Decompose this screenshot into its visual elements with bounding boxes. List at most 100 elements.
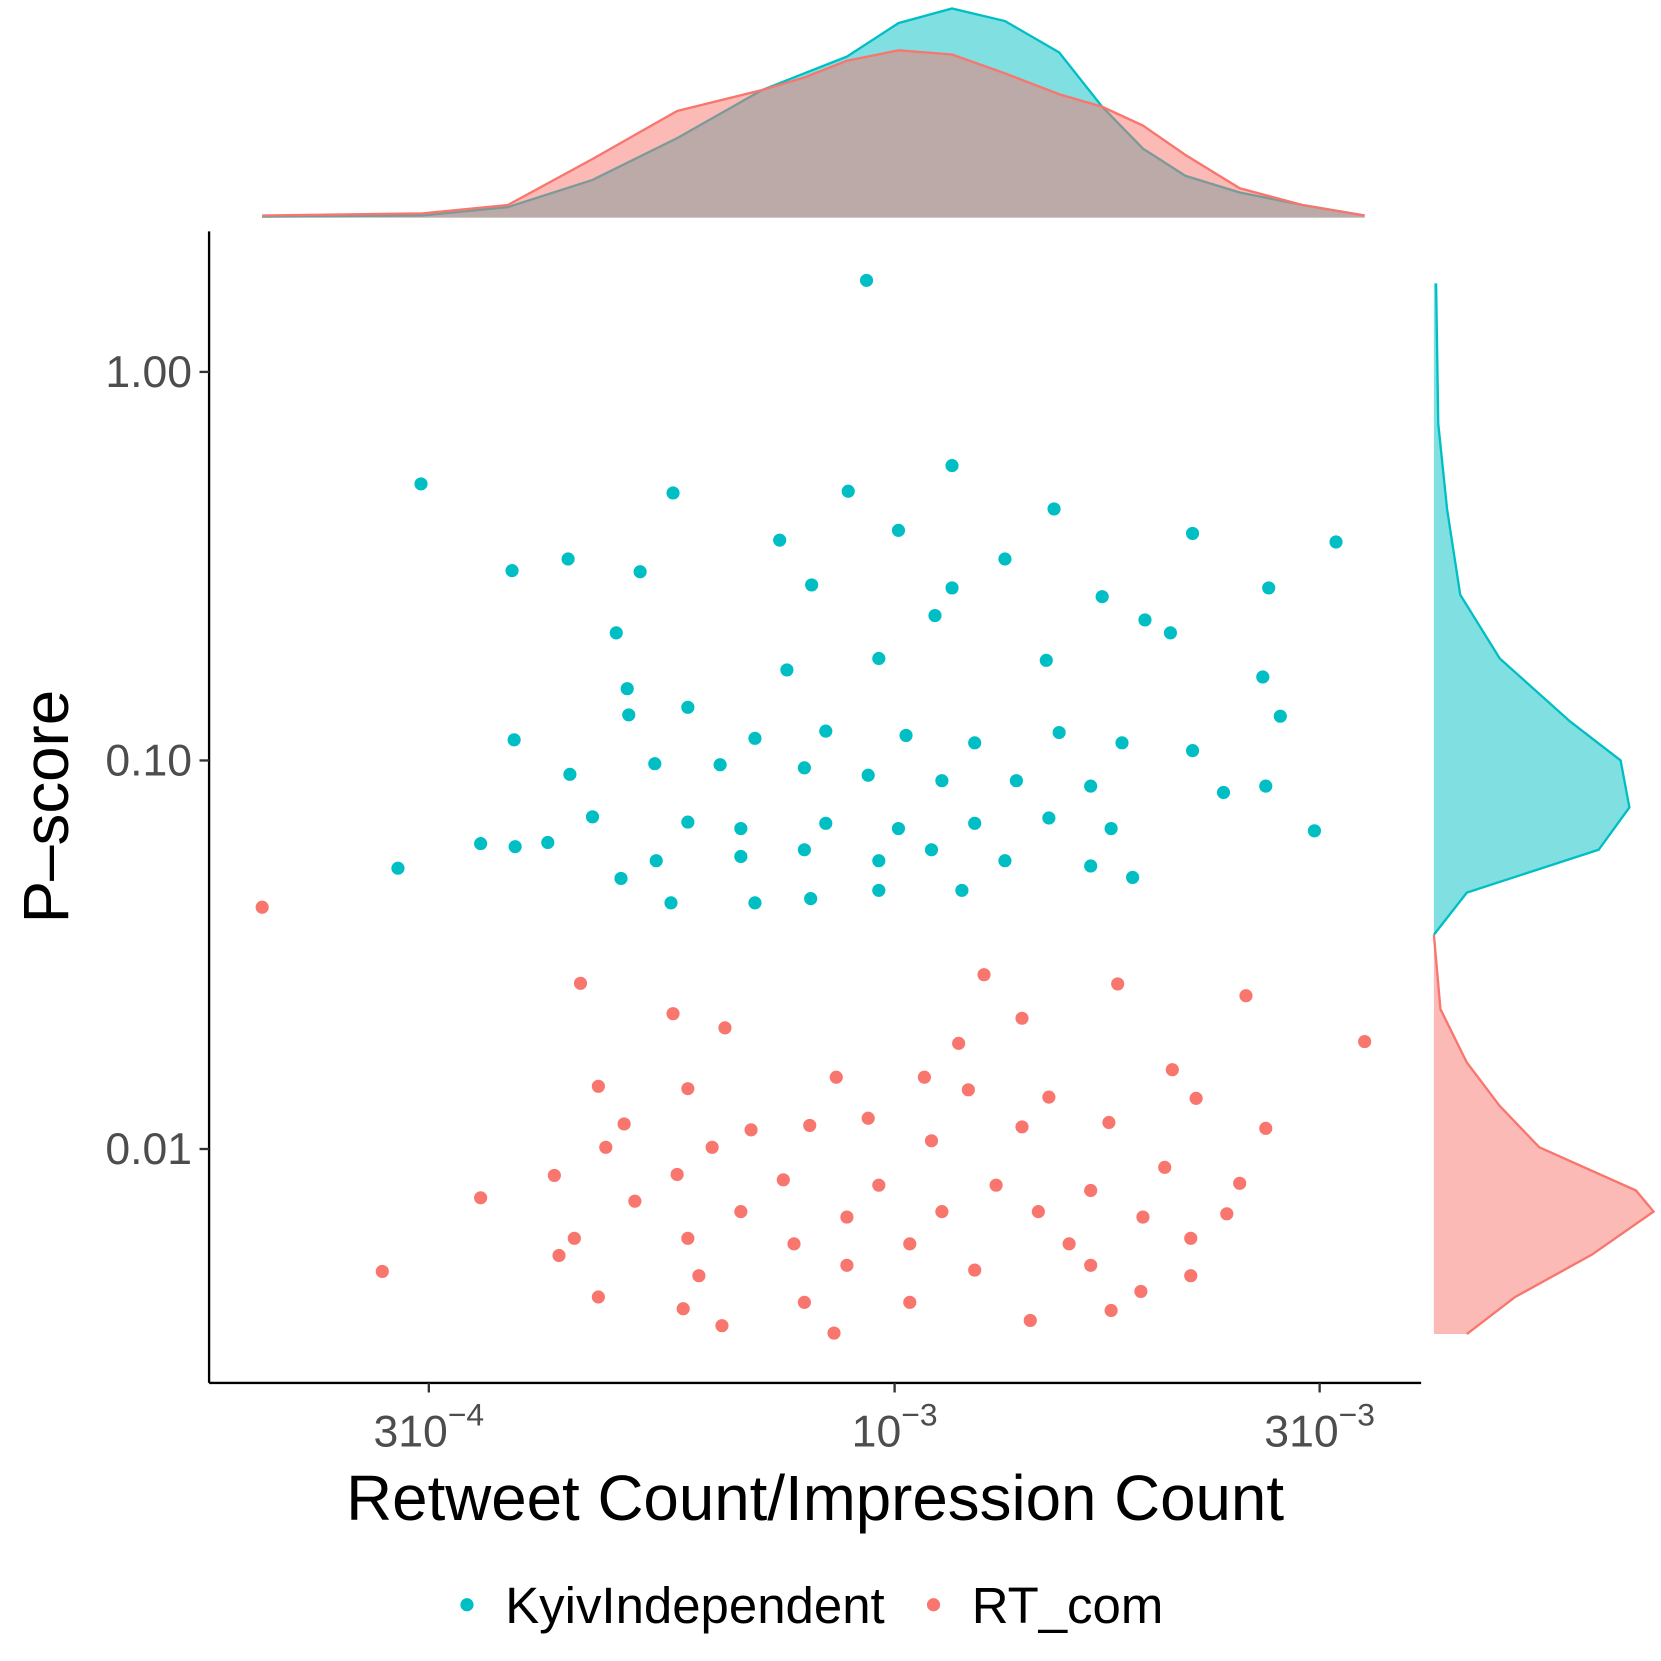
point: [829, 1070, 843, 1084]
point: [591, 1290, 605, 1304]
density-line: [1432, 934, 1656, 1335]
point: [1233, 1176, 1247, 1190]
point: [620, 682, 634, 696]
point: [474, 1191, 488, 1205]
point: [718, 1021, 732, 1035]
point: [375, 1264, 389, 1279]
point: [1184, 1269, 1198, 1283]
point: [1329, 535, 1343, 549]
point: [872, 651, 886, 666]
point: [1239, 989, 1253, 1003]
x-tick-label: 310−4: [373, 1396, 484, 1456]
point: [414, 477, 428, 491]
point: [748, 731, 762, 745]
point: [899, 728, 913, 742]
legend-marker: [926, 1598, 941, 1612]
point: [505, 564, 519, 578]
point: [591, 1079, 605, 1093]
y-tick-label: 0.10: [105, 736, 192, 785]
point: [805, 578, 819, 592]
point: [1015, 1011, 1029, 1025]
point: [622, 708, 636, 722]
point: [692, 1269, 706, 1283]
point: [1259, 1121, 1273, 1135]
point: [541, 835, 555, 850]
density-line: [262, 49, 1365, 217]
point: [508, 840, 522, 854]
point: [1216, 785, 1231, 800]
point: [1084, 779, 1098, 793]
point: [628, 1194, 642, 1208]
point: [998, 854, 1012, 868]
y-tick-label: 1.00: [105, 348, 192, 397]
point: [552, 1248, 566, 1263]
point: [573, 976, 588, 990]
legend-label: KyivIndependent: [505, 1577, 885, 1634]
y-axis-title: P–score: [11, 690, 82, 924]
point: [1220, 1207, 1234, 1221]
point: [1084, 859, 1098, 873]
point: [1039, 653, 1053, 667]
point: [1158, 1160, 1172, 1174]
point: [1084, 1258, 1098, 1272]
point: [819, 724, 833, 738]
point: [827, 1326, 841, 1340]
point: [773, 533, 787, 547]
point: [780, 663, 794, 677]
point: [713, 758, 727, 772]
point: [803, 1118, 817, 1132]
point: [748, 896, 762, 910]
point: [1138, 613, 1152, 627]
point: [872, 883, 886, 897]
x-tick-label: 10−3: [852, 1396, 938, 1456]
point: [255, 900, 269, 914]
point: [872, 854, 886, 868]
point: [1104, 1303, 1118, 1318]
point: [861, 768, 875, 782]
x-tick-base: 310: [1264, 1408, 1338, 1457]
x-tick-exponent: −3: [901, 1396, 937, 1432]
point: [614, 871, 628, 886]
point: [797, 1295, 811, 1309]
point: [715, 1319, 729, 1333]
point: [664, 896, 678, 910]
x-axis-title: Retweet Count/Impression Count: [346, 1463, 1284, 1534]
point: [840, 1210, 854, 1224]
point: [609, 626, 623, 640]
point: [841, 484, 855, 498]
point: [952, 1036, 966, 1050]
density-area: [262, 50, 1365, 218]
point: [797, 761, 811, 775]
point: [734, 821, 748, 836]
point: [804, 892, 818, 906]
point: [1047, 502, 1061, 516]
point: [872, 1178, 886, 1192]
point: [391, 861, 405, 875]
point: [1042, 811, 1056, 825]
point: [474, 837, 488, 851]
point: [955, 883, 969, 897]
point: [840, 1258, 854, 1272]
point: [1031, 1205, 1045, 1219]
point: [1126, 870, 1140, 885]
point: [1163, 626, 1178, 640]
point: [547, 1168, 561, 1183]
point: [928, 608, 942, 623]
point: [961, 1083, 975, 1097]
point: [1052, 725, 1066, 740]
point: [1136, 1210, 1150, 1224]
point: [924, 1134, 939, 1148]
point: [633, 565, 647, 579]
x-tick-base: 10: [852, 1408, 902, 1457]
point: [968, 1263, 982, 1277]
point: [666, 486, 680, 500]
point: [1095, 590, 1109, 604]
point: [1104, 821, 1118, 836]
point: [585, 810, 600, 824]
point: [917, 1070, 931, 1084]
point: [1189, 1091, 1203, 1105]
point: [1185, 526, 1200, 541]
point: [998, 552, 1012, 566]
point: [599, 1140, 613, 1154]
